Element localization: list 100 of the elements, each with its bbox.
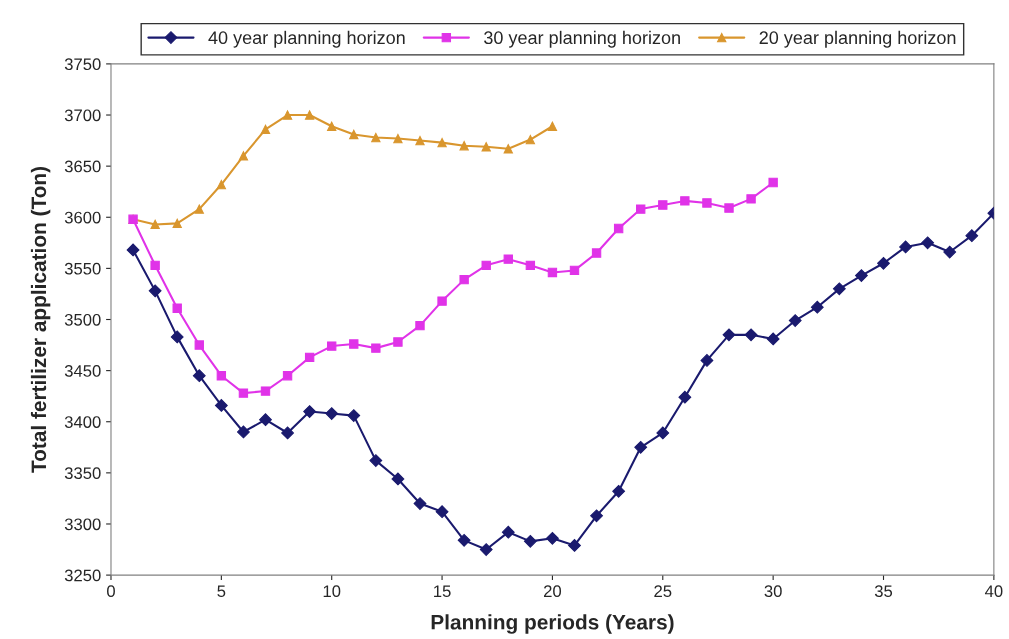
- point: [877, 256, 890, 270]
- point: [172, 218, 182, 229]
- legend-label: 30 year planning horizon: [484, 30, 680, 48]
- point: [459, 141, 469, 151]
- point: [546, 531, 559, 545]
- point: [216, 371, 227, 381]
- y-tick-label: 3700: [64, 109, 101, 122]
- point: [591, 248, 602, 258]
- point: [766, 332, 780, 346]
- point: [569, 265, 580, 276]
- point: [304, 352, 315, 363]
- x-axis-title: Planning periods (Years): [431, 614, 674, 634]
- point: [238, 151, 249, 161]
- point: [724, 203, 734, 213]
- point: [658, 200, 668, 210]
- point: [744, 328, 758, 342]
- point: [371, 132, 381, 143]
- y-tick-label: 3450: [64, 365, 101, 377]
- x-tick-label: 15: [434, 585, 451, 598]
- point: [371, 343, 381, 353]
- x-tick-label: 40: [984, 585, 1003, 598]
- point: [393, 337, 403, 347]
- point: [260, 386, 271, 396]
- point: [788, 314, 802, 327]
- y-tick-label: 3650: [64, 160, 101, 173]
- point: [921, 236, 935, 250]
- point: [722, 328, 736, 342]
- point: [148, 284, 162, 298]
- point: [523, 534, 537, 548]
- point: [303, 405, 317, 418]
- point: [590, 509, 603, 523]
- point: [238, 388, 249, 398]
- point: [393, 133, 403, 144]
- point: [415, 135, 425, 146]
- point: [413, 497, 427, 510]
- point: [746, 194, 756, 204]
- point: [214, 398, 228, 412]
- point: [656, 426, 670, 440]
- x-tick-label: 10: [323, 585, 341, 598]
- point: [634, 440, 648, 454]
- point: [282, 110, 293, 120]
- x-tick-label: 35: [874, 585, 893, 598]
- y-tick-label: 3750: [64, 58, 101, 71]
- point: [612, 484, 626, 498]
- y-tick-label: 3550: [64, 262, 101, 275]
- point: [349, 339, 359, 349]
- point: [281, 426, 294, 440]
- point: [525, 134, 536, 145]
- y-tick-label: 3350: [64, 467, 101, 480]
- point: [680, 196, 690, 206]
- x-tick-label: 20: [544, 585, 562, 598]
- y-tick-label: 3300: [64, 518, 101, 531]
- point: [192, 369, 206, 383]
- point: [678, 390, 692, 404]
- point: [259, 413, 272, 427]
- point: [172, 303, 182, 313]
- point: [150, 260, 160, 270]
- point: [547, 121, 558, 131]
- point: [126, 243, 140, 257]
- point: [260, 124, 271, 135]
- point: [832, 282, 846, 296]
- x-tick-label: 0: [107, 585, 115, 598]
- point: [481, 260, 491, 270]
- point: [327, 121, 337, 131]
- point: [636, 204, 646, 214]
- point: [391, 472, 405, 486]
- point: [170, 330, 184, 344]
- x-tick-label: 30: [764, 585, 782, 598]
- point: [282, 371, 293, 381]
- point: [325, 407, 339, 420]
- point: [150, 219, 160, 230]
- point: [194, 204, 204, 214]
- point: [459, 274, 469, 285]
- point: [327, 341, 337, 351]
- point: [503, 144, 513, 154]
- x-tick-label: 5: [217, 585, 226, 598]
- point: [437, 296, 447, 306]
- point: [503, 254, 513, 264]
- legend-label: 40 year planning horizon: [208, 30, 405, 48]
- point: [437, 137, 447, 148]
- y-tick-label: 3600: [64, 211, 101, 224]
- point: [899, 240, 912, 254]
- point: [435, 505, 449, 519]
- point: [194, 340, 204, 350]
- point: [479, 543, 493, 556]
- y-axis-title: Total fertilizer application (Ton): [30, 166, 51, 473]
- point: [943, 245, 957, 259]
- point: [965, 229, 979, 243]
- point: [237, 425, 250, 439]
- point: [216, 179, 227, 190]
- point: [415, 320, 425, 331]
- point: [369, 454, 383, 467]
- point: [547, 267, 558, 278]
- point: [568, 539, 581, 552]
- point: [457, 533, 471, 547]
- y-tick-label: 3500: [64, 313, 101, 326]
- point: [525, 260, 536, 270]
- point: [702, 198, 712, 208]
- point: [349, 129, 359, 140]
- point: [810, 300, 824, 314]
